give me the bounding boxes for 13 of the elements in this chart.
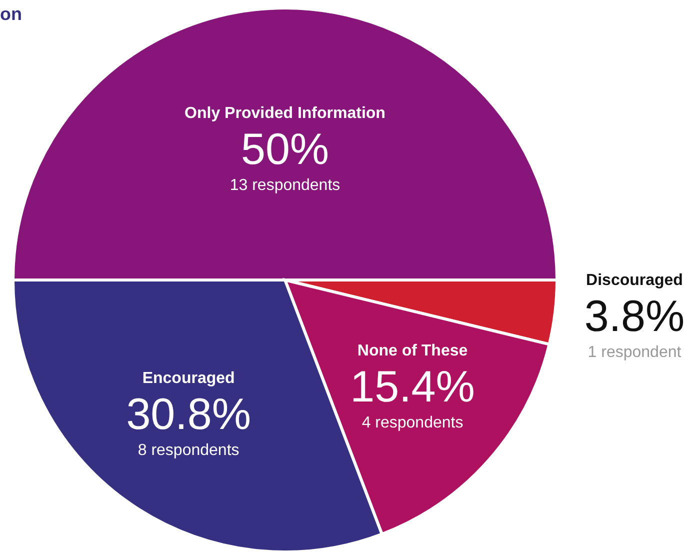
- slice-label: Encouraged: [142, 370, 235, 387]
- slice-label: Discouraged: [586, 272, 683, 289]
- text: 13 respondents: [230, 177, 340, 194]
- chart-title: on: [0, 4, 22, 24]
- data-label: 50%: [240, 125, 330, 174]
- text: 1 respondent: [588, 344, 682, 361]
- text: 8 respondents: [138, 442, 240, 459]
- slice-label: Only Provided Information: [184, 105, 386, 122]
- text: 4 respondents: [362, 414, 464, 432]
- data-label: 3.8%: [584, 292, 685, 341]
- data-label: 30.8%: [126, 390, 251, 439]
- slice-label: None of These: [357, 342, 468, 360]
- data-label: 15.4%: [350, 362, 475, 412]
